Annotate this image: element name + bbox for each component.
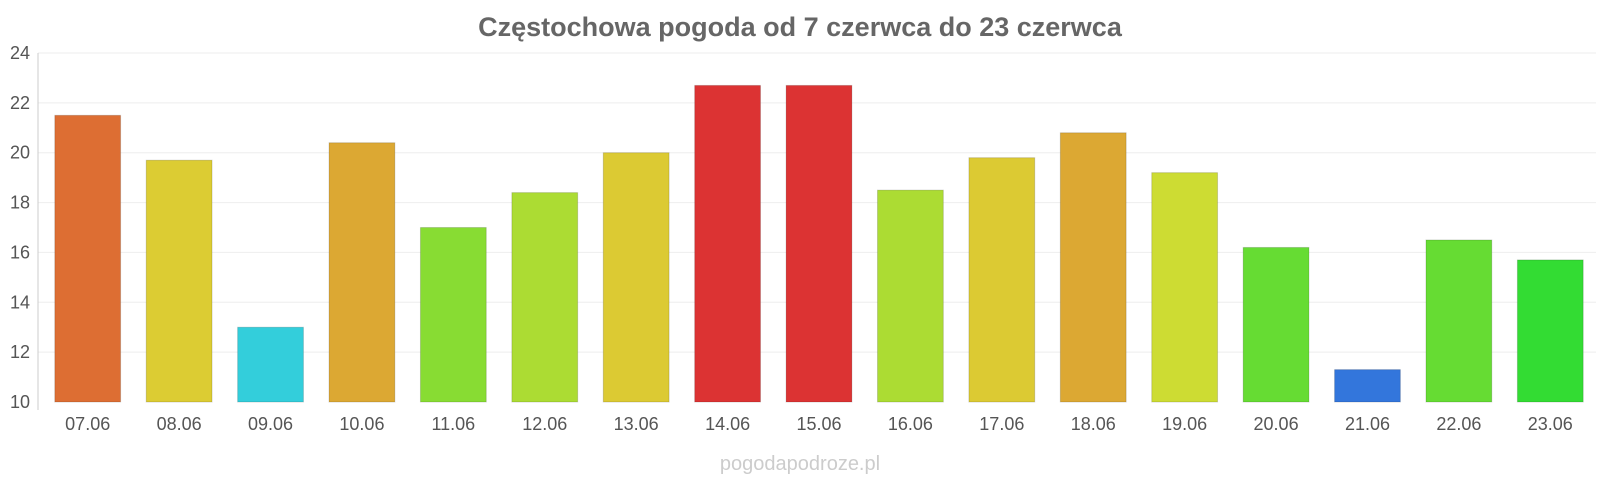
x-tick-label: 19.06 [1162, 414, 1207, 434]
bar-13.06 [602, 152, 670, 403]
x-axis-ticks: 07.06 08.06 09.06 10.06 11.06 12.06 13.06 14.06… [65, 414, 1573, 434]
x-tick-label: 08.06 [157, 414, 202, 434]
x-tick-label: 18.06 [1071, 414, 1116, 434]
x-tick-label: 16.06 [888, 414, 933, 434]
y-tick-label: 22 [10, 93, 30, 113]
bar-15.06 [785, 84, 853, 403]
x-tick-label: 17.06 [979, 414, 1024, 434]
y-tick-label: 24 [10, 43, 30, 63]
x-tick-label: 09.06 [248, 414, 293, 434]
y-tick-label: 12 [10, 342, 30, 362]
bars [54, 84, 1584, 403]
y-tick-label: 16 [10, 242, 30, 262]
bar-12.06 [511, 192, 579, 403]
bar-17.06 [968, 157, 1036, 403]
bar-20.06 [1242, 246, 1310, 403]
watermark: pogodapodroze.pl [720, 453, 880, 475]
x-tick-label: 10.06 [339, 414, 384, 434]
x-tick-label: 15.06 [796, 414, 841, 434]
bar-09.06 [237, 326, 304, 403]
x-tick-label: 12.06 [522, 414, 567, 434]
bar-23.06 [1516, 259, 1584, 403]
bar-19.06 [1151, 172, 1219, 403]
x-tick-label: 14.06 [705, 414, 750, 434]
x-tick-label: 07.06 [65, 414, 110, 434]
x-tick-label: 11.06 [431, 414, 475, 434]
bar-18.06 [1059, 132, 1127, 403]
bar-07.06 [54, 114, 122, 403]
x-tick-label: 22.06 [1436, 414, 1481, 434]
y-axis-ticks: 10 12 14 16 18 20 22 24 [10, 43, 30, 412]
bar-16.06 [877, 189, 944, 403]
y-tick-label: 20 [10, 143, 30, 163]
x-tick-label: 23.06 [1528, 414, 1573, 434]
bar-08.06 [145, 159, 213, 403]
bar-14.06 [694, 84, 761, 403]
bar-10.06 [328, 142, 396, 403]
bar-22.06 [1425, 239, 1493, 403]
chart-title: Częstochowa pogoda od 7 czerwca do 23 cz… [478, 12, 1123, 42]
y-tick-label: 10 [10, 392, 30, 412]
bar-21.06 [1334, 369, 1401, 403]
x-tick-label: 21.06 [1345, 414, 1390, 434]
y-tick-label: 18 [10, 193, 30, 213]
x-tick-label: 20.06 [1254, 414, 1299, 434]
x-tick-label: 13.06 [614, 414, 659, 434]
bar-11.06 [419, 227, 487, 403]
y-tick-label: 14 [10, 292, 30, 312]
